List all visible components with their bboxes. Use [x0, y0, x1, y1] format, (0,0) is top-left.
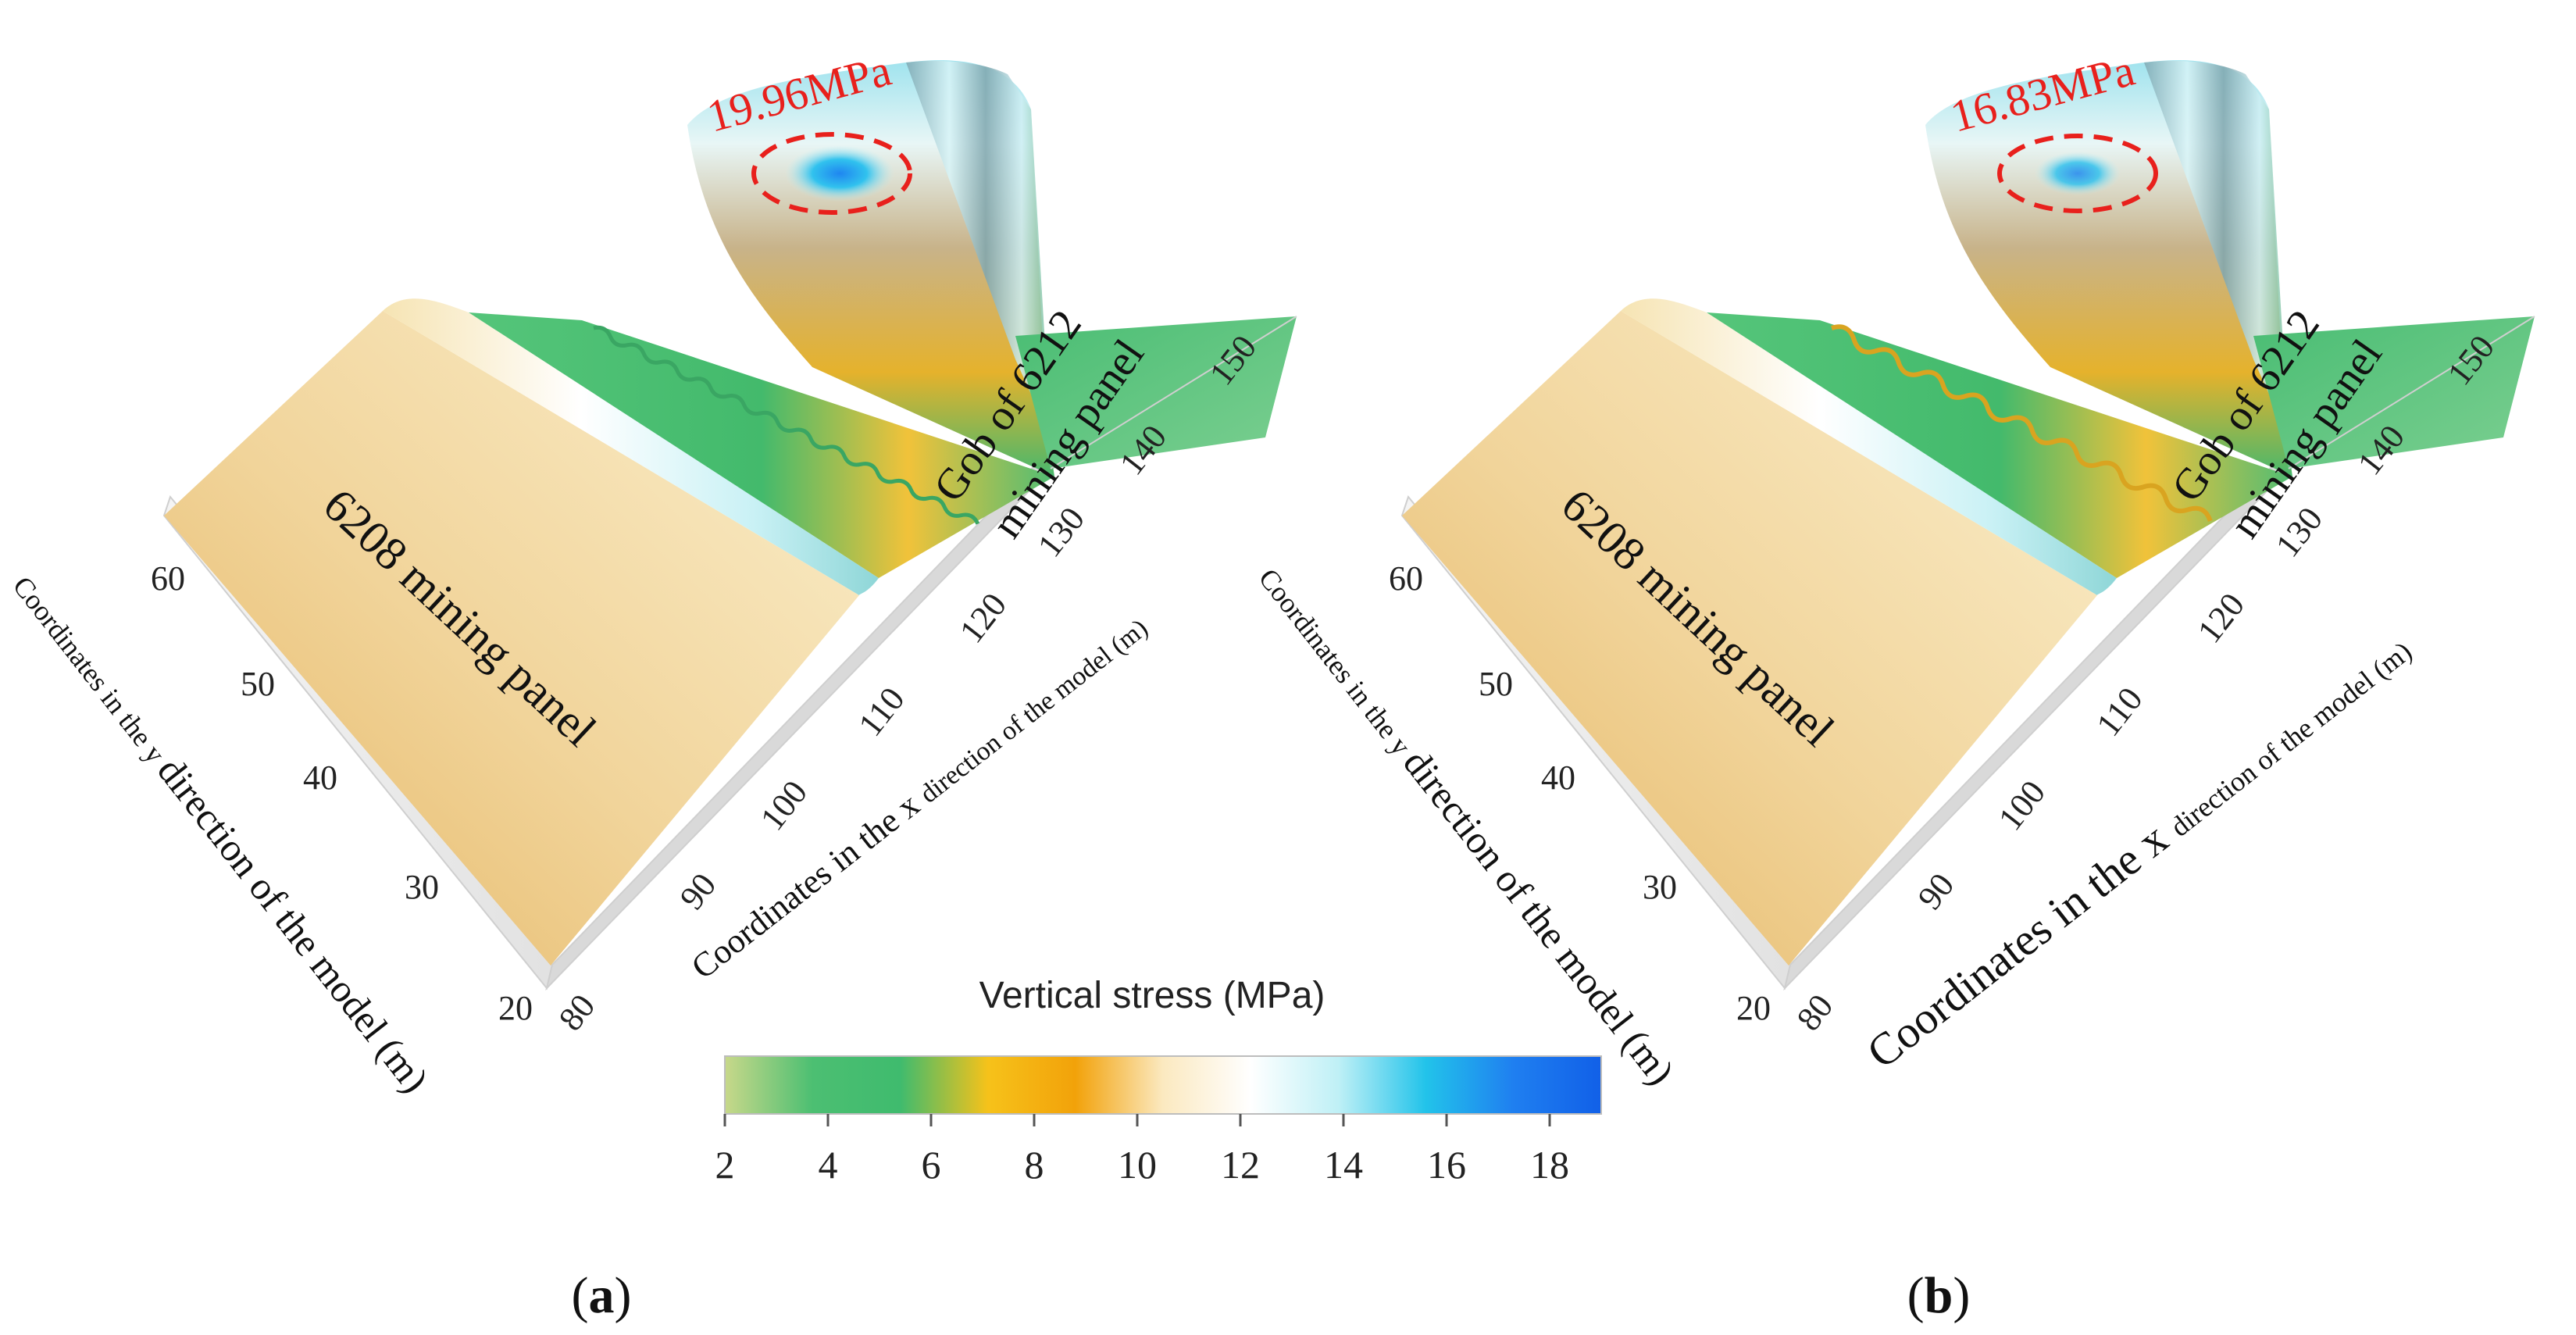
gob-surface [2253, 316, 2535, 469]
mining-panel-surface [164, 311, 859, 966]
y-tick: 20 [1736, 989, 1771, 1027]
peak-blob [2035, 152, 2121, 195]
x-axis-title-small: direction of the model (m) [2164, 635, 2417, 842]
x-axis-line [1050, 316, 1297, 469]
y-tick: 60 [151, 559, 185, 598]
surface-plot-b [1400, 60, 2535, 991]
panel-label-b-letter: b [1925, 1267, 1953, 1324]
y-tick: 60 [1389, 559, 1423, 598]
y-tick: 40 [1541, 759, 1575, 797]
colorbar-tick-label: 10 [1118, 1143, 1157, 1187]
y-tick: 30 [405, 868, 439, 906]
gob-surface [1015, 316, 1297, 469]
colorbar-tick-label: 12 [1221, 1143, 1260, 1187]
colorbar-tick-label: 18 [1530, 1143, 1569, 1187]
peak-circle [751, 132, 912, 215]
x-tick: 80 [551, 987, 603, 1038]
colorbar-ticks: 2 4 6 8 10 12 14 16 18 [715, 1114, 1569, 1187]
y-axis-ticks: 60 50 40 30 20 [151, 559, 533, 1027]
x-tick: 90 [673, 866, 724, 917]
y-tick: 40 [303, 759, 337, 797]
surface-plot-a [162, 60, 1297, 991]
peak-blob [785, 145, 894, 202]
y-axis-title-small: Coordinates in the y [7, 570, 176, 774]
colorbar-title: Vertical stress (MPa) [979, 975, 1325, 1016]
x-axis-title-small: direction of the model (m) [915, 614, 1154, 809]
colorbar-tick-label: 8 [1025, 1143, 1044, 1187]
x-tick: 120 [952, 586, 1014, 650]
panel-b: 16.83MPa Gob of 6212 mining panel 6208 m… [1253, 45, 2535, 1324]
colorbar-tick-label: 14 [1324, 1143, 1363, 1187]
valley-waves [593, 325, 980, 525]
x-tick: 100 [753, 773, 815, 837]
y-axis-title-large: direction of the model (m) [149, 749, 437, 1101]
colorbar-tick-label: 6 [922, 1143, 941, 1187]
stress-valley [469, 312, 1054, 578]
stress-valley [1707, 312, 2292, 578]
y-tick: 20 [498, 989, 533, 1027]
colorbar-tick-label: 2 [715, 1143, 735, 1187]
colorbar-tick-label: 4 [819, 1143, 838, 1187]
x-tick: 100 [1991, 773, 2053, 837]
y-tick: 30 [1643, 868, 1677, 906]
colorbar: Vertical stress (MPa) 2 4 6 8 10 12 14 16 18 [715, 975, 1602, 1187]
peak-circle [1997, 134, 2158, 213]
wall-back-face [2144, 60, 2289, 438]
wall-back-face [906, 60, 1051, 438]
valley-waves [1831, 324, 2213, 523]
x-tick: 80 [1789, 987, 1841, 1038]
x-axis-line [2288, 316, 2535, 469]
y-tick: 50 [241, 665, 275, 703]
x-tick: 110 [2089, 680, 2150, 744]
mining-panel-surface [1402, 311, 2097, 966]
stress-ridge [1621, 298, 2117, 595]
x-tick: 110 [851, 680, 912, 744]
y-axis-ticks: 60 50 40 30 20 [1389, 559, 1771, 1027]
x-tick: 120 [2190, 586, 2252, 650]
x-axis-title-large: Coordinates in the x [684, 780, 933, 987]
stress-ridge [383, 298, 879, 595]
colorbar-tick-label: 16 [1427, 1143, 1466, 1187]
panel-label-b: (b) [1907, 1267, 1971, 1324]
y-tick: 50 [1479, 665, 1513, 703]
colorbar-gradient [724, 1055, 1602, 1115]
panel-label-a-letter: a [589, 1267, 615, 1324]
panel-label-a: (a) [572, 1267, 632, 1324]
panel-a: 19.96MPa Gob of 6212 mining panel 6208 m… [7, 45, 1297, 1324]
x-tick: 90 [1911, 866, 1962, 917]
